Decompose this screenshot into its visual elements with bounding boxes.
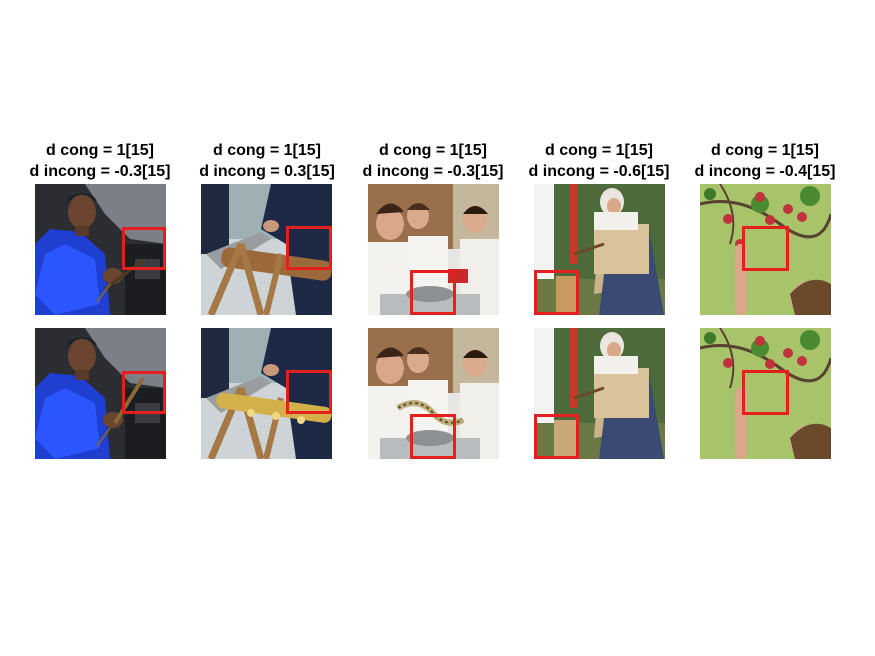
- panel-1-bottom-highlight-box: [122, 371, 166, 414]
- panel-5-congruent-image: [700, 184, 831, 315]
- panel-2-bottom-highlight-box: [286, 370, 332, 414]
- panel-3-congruent-image: [368, 184, 499, 315]
- panel-3-cong: d cong = 1[15]: [378, 142, 488, 159]
- panel-1-top-highlight-box: [122, 227, 166, 270]
- panel-4-title: d cong = 1[15] d incong = -0.6[15]: [514, 140, 684, 182]
- panel-2-top-highlight-box: [286, 226, 332, 270]
- panel-4-incongruent-image: [534, 328, 665, 459]
- panel-1-cong: d cong = 1[15]: [45, 142, 155, 159]
- panel-3-top-highlight-box: [410, 270, 456, 315]
- panel-4-bottom-highlight-box: [534, 414, 579, 459]
- panel-5-incong: d incong = -0.4[15]: [694, 163, 836, 180]
- panel-4-incong: d incong = -0.6[15]: [528, 163, 670, 180]
- panel-5-top-highlight-box: [742, 226, 789, 271]
- panel-4-top-highlight-box: [534, 270, 579, 315]
- panel-2-incong: d incong = 0.3[15]: [199, 163, 335, 180]
- panel-4-cong: d cong = 1[15]: [544, 142, 654, 159]
- panel-3-title: d cong = 1[15] d incong = -0.3[15]: [348, 140, 518, 182]
- panel-3-incong: d incong = -0.3[15]: [362, 163, 504, 180]
- panel-2-cong: d cong = 1[15]: [212, 142, 322, 159]
- panel-2-congruent-image: [201, 184, 332, 315]
- panel-5-title: d cong = 1[15] d incong = -0.4[15]: [680, 140, 850, 182]
- panel-1-title: d cong = 1[15] d incong = -0.3[15]: [15, 140, 185, 182]
- panel-1-incong: d incong = -0.3[15]: [29, 163, 171, 180]
- panel-3-bottom-highlight-box: [410, 414, 456, 459]
- panel-1-congruent-image: [35, 184, 166, 315]
- panel-5-incongruent-image: [700, 328, 831, 459]
- panel-2-incongruent-image: [201, 328, 332, 459]
- panel-3-incongruent-image: [368, 328, 499, 459]
- panel-2-title: d cong = 1[15] d incong = 0.3[15]: [182, 140, 352, 182]
- panel-5-bottom-highlight-box: [742, 370, 789, 415]
- panel-1-incongruent-image: [35, 328, 166, 459]
- panel-4-congruent-image: [534, 184, 665, 315]
- panel-5-cong: d cong = 1[15]: [710, 142, 820, 159]
